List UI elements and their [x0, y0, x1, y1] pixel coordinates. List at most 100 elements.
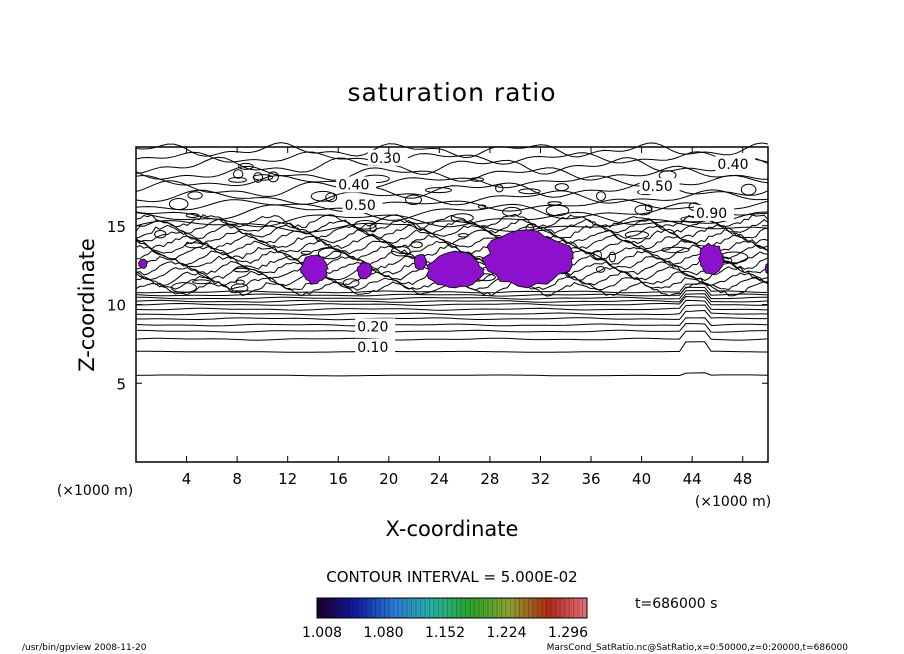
contour-eddy	[171, 282, 197, 294]
colorbar-frame	[316, 597, 588, 619]
contour-eddy	[168, 198, 189, 210]
y-axis-label: Z-coordinate	[75, 238, 99, 372]
supersaturated-region	[300, 254, 329, 285]
x-tick-label: 20	[379, 470, 398, 488]
contour-line	[135, 309, 768, 321]
contour-eddy	[424, 187, 453, 194]
contour-line	[135, 142, 769, 159]
contour-line	[135, 239, 769, 256]
contour-label-bg	[355, 338, 396, 355]
colorbar-label: 1.224	[486, 625, 526, 641]
contour-label: 0.40	[717, 157, 748, 173]
x-tick-label: 48	[733, 470, 752, 488]
supersaturated-region	[426, 250, 486, 289]
contour-line	[135, 211, 768, 228]
contour-line	[136, 341, 768, 353]
contour-eddy	[253, 172, 264, 183]
contour-eddy	[502, 206, 522, 217]
x-tick-label: 4	[182, 470, 192, 488]
x-tick-label: 44	[683, 470, 702, 488]
colorbar: 1.008 1.080 1.152 1.224 1.296	[302, 597, 588, 641]
footer-right: MarsCond_SatRatio.nc@SatRatio,x=0:50000,…	[547, 643, 849, 653]
chart-title: saturation ratio	[347, 78, 556, 107]
contour-eddy	[405, 194, 422, 205]
contour-line	[136, 295, 769, 307]
contour-label: 0.90	[696, 206, 727, 222]
x-tick-label: 36	[581, 470, 600, 488]
contour-eddy	[554, 183, 569, 192]
contour-eddy	[457, 233, 469, 238]
colorbar-labels: 1.008 1.080 1.152 1.224 1.296	[302, 625, 588, 641]
contour-eddy	[325, 192, 338, 203]
y-tick-label: 5	[116, 375, 126, 393]
contour-interval-text: CONTOUR INTERVAL = 5.000E-02	[326, 568, 577, 586]
contour-label-bg	[355, 318, 396, 335]
contour-eddy	[495, 184, 504, 193]
contour-label-bg	[367, 149, 408, 166]
contour-line	[135, 283, 769, 294]
contour-eddy	[235, 279, 245, 285]
contour-eddy	[608, 251, 616, 263]
contour-line	[135, 156, 769, 175]
contour-line	[135, 189, 769, 206]
x-tick-label: 32	[531, 470, 550, 488]
contour-line	[135, 151, 769, 165]
contour-eddy	[252, 174, 274, 181]
contour-eddy	[391, 246, 411, 257]
contour-eddy	[185, 213, 200, 218]
contour-label: 0.50	[642, 179, 673, 195]
contour-eddy	[469, 177, 485, 182]
contour-eddy	[595, 266, 606, 273]
x-unit-right: (×1000 m)	[695, 494, 771, 510]
colorbar-label: 1.008	[302, 625, 342, 641]
contour-labels: 0.300.400.500.400.500.900.200.10	[336, 149, 756, 356]
contour-line	[136, 322, 768, 333]
y-axis-ticks: 5 10 15	[107, 218, 768, 393]
contour-label-bg	[694, 204, 734, 221]
contour-eddy	[624, 230, 650, 240]
contour-eddy	[300, 250, 312, 255]
y-tick-label: 10	[107, 297, 126, 315]
contour-eddy	[450, 213, 474, 223]
contour-line	[135, 198, 769, 213]
contour-label: 0.30	[370, 151, 401, 167]
contour-line	[135, 293, 769, 303]
x-tick-label: 40	[632, 470, 651, 488]
contour-eddy	[317, 247, 342, 260]
contour-eddy	[233, 267, 250, 273]
contour-eddy	[267, 171, 279, 183]
contour-eddy	[644, 204, 653, 212]
x-tick-label: 12	[278, 470, 297, 488]
x-tick-label: 28	[480, 470, 499, 488]
contour-label: 0.20	[357, 319, 388, 335]
contour-eddy	[228, 177, 248, 183]
contour-eddy	[369, 224, 377, 233]
contour-line	[135, 317, 769, 327]
supersaturated-region	[698, 242, 725, 276]
x-unit-left: (×1000 m)	[57, 483, 133, 499]
contour-eddy	[518, 188, 541, 195]
contour-eddy	[547, 201, 562, 206]
contour-eddy	[310, 190, 336, 202]
contour-eddy	[184, 242, 204, 249]
contour-label: 0.50	[345, 198, 376, 214]
contour-eddy	[238, 162, 254, 170]
contour-line	[135, 330, 769, 341]
contour-eddy	[410, 241, 423, 249]
footer-left: /usr/bin/gpview 2008-11-20	[22, 643, 147, 653]
contour-label: 0.40	[338, 178, 369, 194]
supersaturated-region	[413, 254, 428, 270]
contour-line	[135, 165, 768, 182]
contour-label-bg	[342, 197, 383, 213]
contour-line	[136, 304, 769, 316]
contour-eddy	[187, 191, 203, 200]
contour-eddy	[354, 220, 377, 230]
contour-line	[135, 299, 769, 311]
contour-eddy	[596, 191, 606, 202]
colorbar-label: 1.152	[425, 625, 465, 641]
supersaturated-region	[137, 258, 148, 269]
colorbar-label: 1.296	[548, 625, 588, 641]
contour-eddy	[740, 183, 757, 196]
contour-eddy	[192, 279, 212, 285]
